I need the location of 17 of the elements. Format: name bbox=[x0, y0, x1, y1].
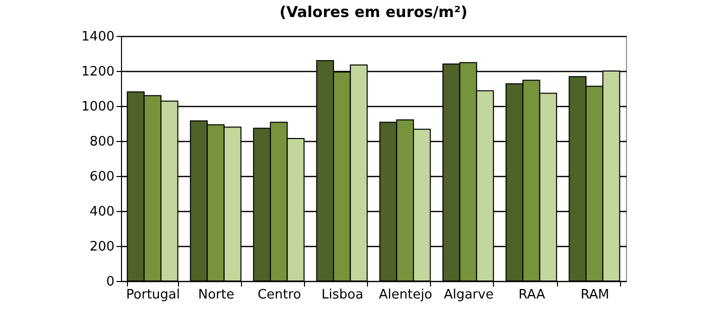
x-tick-label: RAM bbox=[580, 288, 610, 302]
x-tick-label: RAA bbox=[518, 288, 546, 302]
x-tick-label: Alentejo bbox=[378, 288, 432, 302]
x-tick-label: Norte bbox=[198, 288, 234, 302]
y-tick-label: 800 bbox=[90, 134, 114, 150]
x-tick-label: Centro bbox=[258, 288, 302, 302]
x-tick-label: Algarve bbox=[444, 288, 494, 302]
y-tick-label: 400 bbox=[90, 204, 114, 220]
y-tick-label: 600 bbox=[90, 170, 114, 184]
x-tick-label: Lisboa bbox=[322, 288, 364, 302]
y-tick-label: 1200 bbox=[81, 64, 114, 80]
chart-title: (Valores em euros/m²) bbox=[280, 3, 468, 21]
x-tick-label: Portugal bbox=[126, 288, 180, 302]
y-tick-label: 1000 bbox=[81, 100, 114, 114]
y-tick-label: 200 bbox=[90, 240, 114, 254]
y-tick-label: 0 bbox=[106, 274, 114, 290]
y-tick-label: 1400 bbox=[81, 30, 114, 44]
